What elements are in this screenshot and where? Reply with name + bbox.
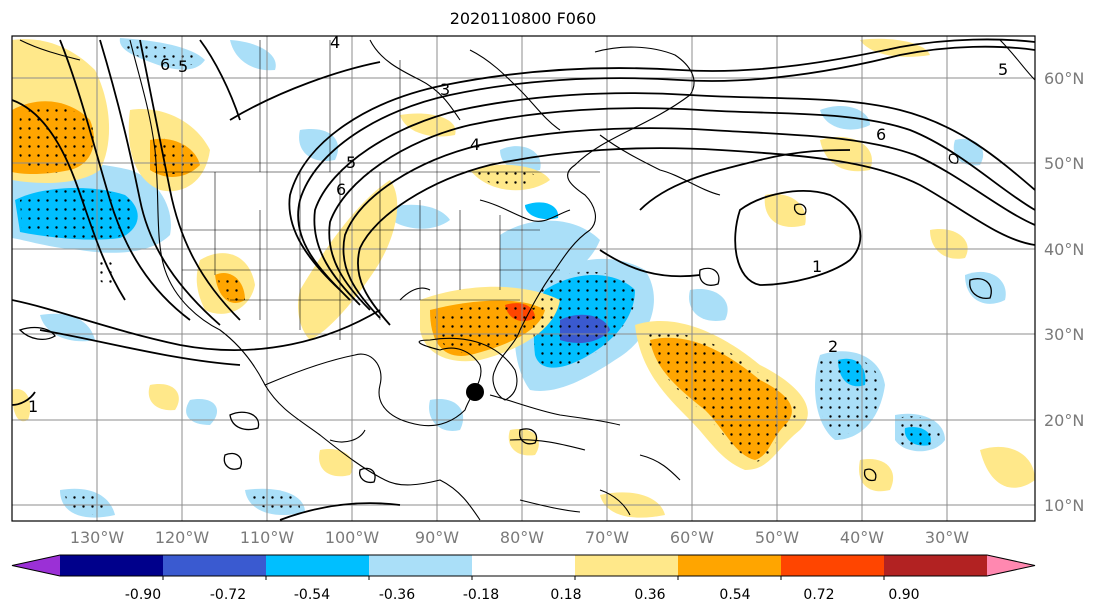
contour-label: 5 (346, 153, 356, 172)
lon-label: 90°W (415, 528, 459, 547)
lon-label: 100°W (325, 528, 380, 547)
colorbar (11, 554, 1036, 580)
colorbar-segment (575, 555, 679, 576)
lat-label: 40°N (1044, 240, 1084, 259)
colorbar-segment (369, 555, 473, 576)
colorbar-tick-label: 0.36 (634, 587, 665, 603)
colorbar-tick-label: -0.90 (125, 587, 161, 603)
colorbar-segment (163, 555, 267, 576)
lon-label: 60°W (670, 528, 714, 547)
contour-label: 4 (470, 135, 480, 154)
colorbar-segment (472, 555, 576, 576)
colorbar-tick-label: -0.54 (294, 587, 330, 603)
coastlines (19, 39, 1035, 521)
colorbar-tick-labels: -0.90 -0.72 -0.54 -0.36 -0.18 0.18 0.36 … (125, 587, 920, 603)
colorbar-extend-high (987, 555, 1035, 576)
lon-label: 70°W (585, 528, 629, 547)
colorbar-tick-label: 0.54 (719, 587, 750, 603)
lon-label: 130°W (70, 528, 125, 547)
lon-label: 40°W (840, 528, 884, 547)
colorbar-tick-label: -0.72 (210, 587, 246, 603)
colorbar-tick-label: 0.18 (550, 587, 581, 603)
colorbar-tick-label: -0.18 (463, 587, 499, 603)
colorbar-segment (884, 555, 988, 576)
contour-label: 1 (28, 397, 38, 416)
political-borders (155, 40, 600, 340)
colorbar-segment (60, 555, 164, 576)
colorbar-tick-label: -0.36 (379, 587, 415, 603)
stipple-outlines (18, 153, 992, 484)
height-contours (12, 38, 1035, 521)
contour-label: 1 (812, 257, 822, 276)
contour-label: 2 (828, 337, 838, 356)
lat-label: 10°N (1044, 496, 1084, 515)
lat-label: 50°N (1044, 154, 1084, 173)
lat-lon-grid (12, 36, 1035, 521)
colorbar-tick-label: 0.72 (803, 587, 834, 603)
colorbar-segment (781, 555, 885, 576)
lon-label: 120°W (155, 528, 210, 547)
colorbar-segment (266, 555, 370, 576)
longitude-labels: 130°W 120°W 110°W 100°W 90°W 80°W 70°W 6… (70, 528, 969, 547)
contour-label: 6 (336, 180, 346, 199)
contour-label: 5 (178, 57, 188, 76)
latitude-labels: 60°N 50°N 40°N 30°N 20°N 10°N (1044, 69, 1084, 515)
colorbar-tick-label: 0.90 (888, 587, 919, 603)
lat-label: 30°N (1044, 325, 1084, 344)
contour-label: 4 (330, 33, 340, 52)
map-title: 2020110800 F060 (449, 9, 597, 28)
contour-label-group: 6 5 3 4 6 5 1 2 1 6 5 4 (28, 33, 1008, 416)
lon-label: 30°W (925, 528, 969, 547)
lon-label: 110°W (240, 528, 295, 547)
colorbar-outline (11, 554, 1036, 577)
lon-label: 80°W (500, 528, 544, 547)
lat-label: 20°N (1044, 411, 1084, 430)
contour-label: 6 (160, 55, 170, 74)
contour-label: 3 (440, 80, 450, 99)
lon-label: 50°W (755, 528, 799, 547)
contour-label: 6 (876, 125, 886, 144)
storm-position-marker (466, 383, 484, 401)
colorbar-segment (678, 555, 782, 576)
map-frame (11, 35, 1036, 522)
significance-stippling (18, 42, 941, 515)
contour-label: 5 (998, 60, 1008, 79)
colorbar-extend-low (12, 555, 60, 576)
lat-label: 60°N (1044, 69, 1084, 88)
